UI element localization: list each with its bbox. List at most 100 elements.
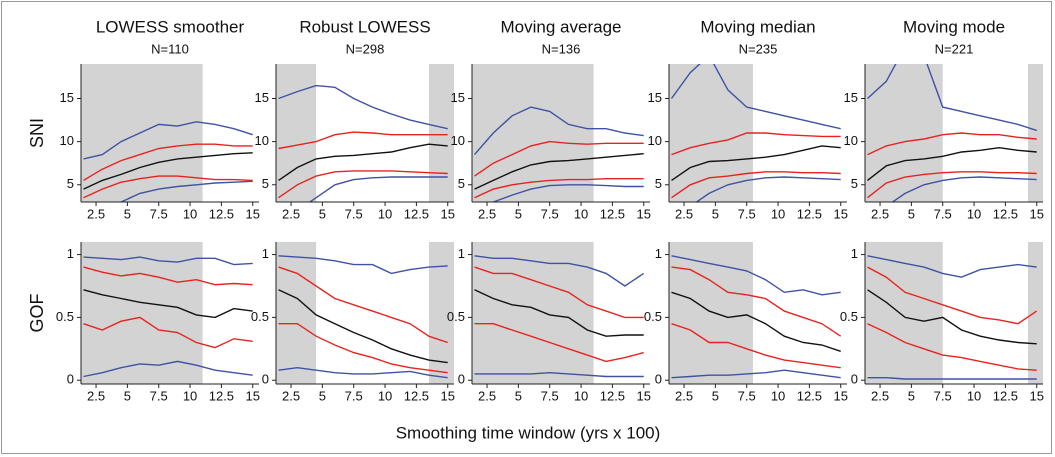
x-tick-label: 5 <box>319 388 326 403</box>
y-tick-label: 0.5 <box>840 309 858 324</box>
series-line <box>278 170 448 199</box>
plot-area <box>81 64 253 202</box>
x-tick-label: 10 <box>771 388 785 403</box>
series-line <box>83 121 253 160</box>
x-tick-label: 2.5 <box>478 206 496 221</box>
series-line <box>671 266 842 337</box>
series-line <box>867 289 1037 345</box>
x-tick-label: 15 <box>1029 206 1043 221</box>
x-tick-label: 10 <box>183 388 197 403</box>
x-tick-label: 10 <box>183 206 197 221</box>
y-tick-label: 15 <box>844 90 858 105</box>
panel: 00.512.5 5 7.5 10 12.5 15 <box>840 242 1044 403</box>
x-tick-label: 2.5 <box>87 206 105 221</box>
series-line <box>474 153 644 190</box>
x-tick-label: 2.5 <box>282 388 300 403</box>
shaded-region <box>1027 64 1043 202</box>
x-tick-label: 12.5 <box>797 388 822 403</box>
y-tick-label: 0 <box>67 372 74 387</box>
y-tick-label: 15 <box>648 90 662 105</box>
panel: 00.512.5 5 7.5 10 12.5 15 <box>447 242 651 403</box>
plot-area <box>472 242 645 384</box>
plot-area <box>276 64 454 202</box>
x-tick-label: 7.5 <box>345 206 363 221</box>
shaded-region <box>81 242 203 384</box>
series-line <box>278 84 448 130</box>
plot-area <box>472 64 644 202</box>
x-tick-label: 12.5 <box>404 388 429 403</box>
series-line <box>867 266 1038 325</box>
panel: 5 10 15 2.5 5 7.5 10 12.5 15 Moving median N=235 <box>648 17 848 221</box>
series-line <box>474 266 644 319</box>
y-tick-label: 10 <box>451 133 465 148</box>
shaded-region <box>669 242 753 384</box>
y-tick-label: 5 <box>458 176 465 191</box>
series-line <box>473 106 644 156</box>
series-line <box>83 256 253 266</box>
x-tick-label: 7.5 <box>150 388 168 403</box>
x-tick-label: 2.5 <box>675 206 693 221</box>
y-tick-label: 15 <box>255 90 269 105</box>
series-line <box>278 289 448 364</box>
y-axis-label: SNI <box>27 118 47 148</box>
x-tick-label: 2.5 <box>675 388 693 403</box>
plot-area <box>81 242 253 384</box>
y-tick-label: 5 <box>67 176 74 191</box>
panel-subtitle: N=221 <box>935 41 974 56</box>
series-line <box>490 184 644 202</box>
x-tick-label: 15 <box>245 206 259 221</box>
series-line <box>867 323 1037 371</box>
series-line <box>83 266 253 286</box>
x-tick-label: 7.5 <box>738 388 756 403</box>
x-tick-label: 5 <box>515 388 522 403</box>
series-line <box>83 152 253 190</box>
shaded-region <box>865 64 943 202</box>
x-tick-label: 2.5 <box>478 388 496 403</box>
x-tick-label: 12.5 <box>600 206 625 221</box>
y-tick-label: 5 <box>851 176 858 191</box>
series-line <box>867 171 1037 199</box>
x-tick-label: 10 <box>574 388 588 403</box>
x-tick-label: 5 <box>124 388 131 403</box>
x-tick-label: 7.5 <box>541 206 559 221</box>
series-line <box>119 180 253 202</box>
plot-area <box>276 242 454 384</box>
y-tick-label: 1 <box>851 246 858 261</box>
panel: 5 10 15 2.5 5 7.5 10 12.5 15 Robust LOWESS N=298 <box>255 17 455 221</box>
x-tick-label: 5 <box>515 206 522 221</box>
panel: 00.512.5 5 7.5 10 12.5 15 <box>251 242 455 403</box>
x-axis-label: Smoothing time window (yrs x 100) <box>396 423 661 442</box>
x-tick-label: 10 <box>771 206 785 221</box>
x-tick-label: 5 <box>319 206 326 221</box>
plot-area <box>669 242 842 384</box>
series-line <box>83 289 253 319</box>
y-tick-label: 10 <box>844 133 858 148</box>
x-tick-label: 7.5 <box>934 206 952 221</box>
y-tick-label: 0.5 <box>644 309 662 324</box>
x-tick-label: 10 <box>378 206 392 221</box>
series-line <box>695 176 841 202</box>
series-line <box>278 255 448 275</box>
x-tick-label: 12.5 <box>209 388 234 403</box>
x-tick-label: 2.5 <box>871 206 889 221</box>
x-tick-label: 15 <box>833 388 847 403</box>
x-tick-label: 2.5 <box>87 388 105 403</box>
shaded-region <box>276 64 317 202</box>
series-line <box>474 289 644 337</box>
y-tick-label: 0 <box>655 372 662 387</box>
series-line <box>83 360 253 378</box>
x-tick-label: 5 <box>908 206 915 221</box>
y-axis-label: GOF <box>27 293 47 332</box>
panel-subtitle: N=136 <box>542 41 581 56</box>
panel-subtitle: N=110 <box>151 41 189 56</box>
x-tick-label: 15 <box>636 388 650 403</box>
shaded-region <box>276 242 317 384</box>
x-tick-label: 5 <box>124 206 131 221</box>
y-tick-label: 0 <box>262 372 269 387</box>
y-tick-label: 5 <box>655 176 662 191</box>
x-tick-label: 12.5 <box>993 206 1018 221</box>
x-tick-label: 12.5 <box>600 388 625 403</box>
y-tick-label: 10 <box>60 133 74 148</box>
